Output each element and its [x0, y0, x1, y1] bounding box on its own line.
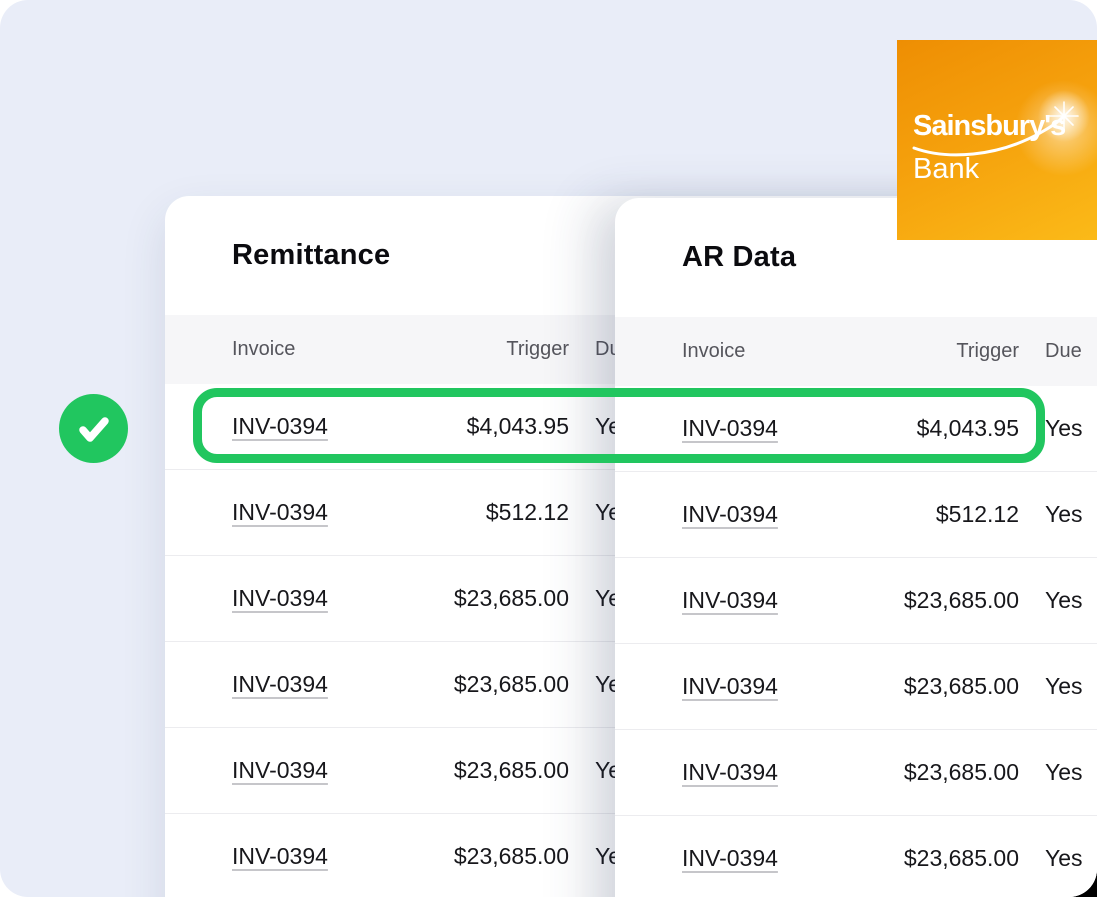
ar-data-table-header: Invoice Trigger Due: [615, 317, 1097, 386]
column-header-trigger: Trigger: [956, 340, 1019, 362]
table-row: INV-0394 $23,685.00 Yes: [615, 730, 1097, 816]
ar-data-title: AR Data: [682, 241, 797, 273]
invoice-link[interactable]: INV-0394: [682, 501, 778, 527]
invoice-link[interactable]: INV-0394: [232, 671, 328, 697]
invoice-link[interactable]: INV-0394: [682, 673, 778, 699]
table-row: INV-0394 $512.12 Yes: [615, 472, 1097, 558]
column-header-invoice: Invoice: [232, 338, 296, 360]
due-value: Yes: [1045, 845, 1083, 871]
trigger-amount: $23,685.00: [903, 845, 1019, 871]
due-value: Yes: [1045, 673, 1083, 699]
table-row: INV-0394 $23,685.00 Yes: [615, 816, 1097, 897]
trigger-amount: $23,685.00: [903, 587, 1019, 613]
invoice-link[interactable]: INV-0394: [682, 415, 778, 441]
table-row: INV-0394 $23,685.00 Yes: [615, 644, 1097, 730]
table-row: INV-0394 $23,685.00 Yes: [615, 558, 1097, 644]
trigger-amount: $512.12: [935, 501, 1019, 527]
table-row: INV-0394 $4,043.95 Yes: [615, 386, 1097, 472]
due-value: Yes: [1045, 415, 1083, 441]
invoice-link[interactable]: INV-0394: [682, 759, 778, 785]
sainsburys-bank-logo-art: Sainsbury's Bank: [912, 90, 1090, 185]
column-header-trigger: Trigger: [506, 338, 569, 360]
trigger-amount: $4,043.95: [466, 413, 569, 439]
trigger-amount: $512.12: [485, 499, 569, 525]
trigger-amount: $23,685.00: [903, 673, 1019, 699]
remittance-title: Remittance: [232, 239, 391, 271]
trigger-amount: $23,685.00: [453, 757, 569, 783]
invoice-link[interactable]: INV-0394: [682, 845, 778, 871]
sainsburys-bank-logo: Sainsbury's Bank: [897, 40, 1097, 240]
trigger-amount: $23,685.00: [903, 759, 1019, 785]
invoice-link[interactable]: INV-0394: [682, 587, 778, 613]
trigger-amount: $23,685.00: [453, 843, 569, 869]
due-value: Yes: [1045, 759, 1083, 785]
invoice-link[interactable]: INV-0394: [232, 499, 328, 525]
trigger-amount: $4,043.95: [916, 415, 1019, 441]
invoice-link[interactable]: INV-0394: [232, 413, 328, 439]
trigger-amount: $23,685.00: [453, 585, 569, 611]
trigger-amount: $23,685.00: [453, 671, 569, 697]
invoice-link[interactable]: INV-0394: [232, 585, 328, 611]
invoice-link[interactable]: INV-0394: [232, 757, 328, 783]
logo-sparkle-icon: [1049, 101, 1079, 131]
column-header-invoice: Invoice: [682, 340, 746, 362]
column-header-due: Due: [1045, 340, 1082, 362]
invoice-link[interactable]: INV-0394: [232, 843, 328, 869]
checkmark-icon: [78, 416, 109, 442]
due-value: Yes: [1045, 587, 1083, 613]
match-check-badge: [59, 394, 128, 463]
logo-text-line2: Bank: [913, 153, 980, 185]
due-value: Yes: [1045, 501, 1083, 527]
ar-data-card: AR Data Invoice Trigger Due INV-0394 $4,…: [615, 198, 1097, 897]
